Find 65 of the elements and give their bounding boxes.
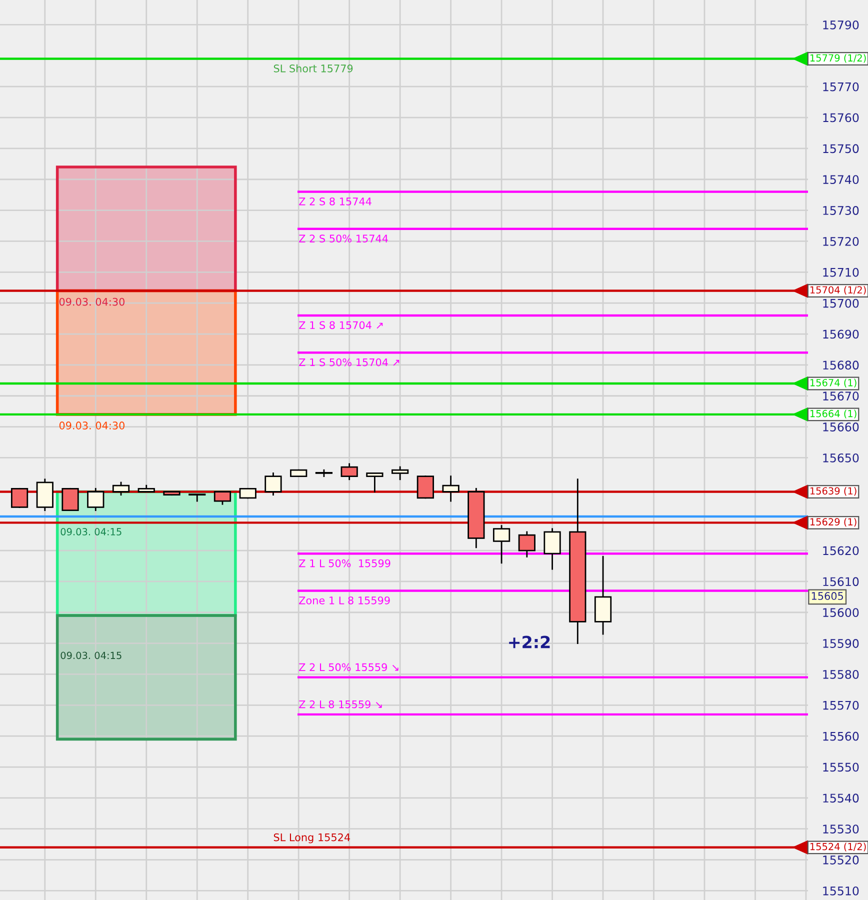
band-label: 09.03. 04:15 — [60, 652, 122, 660]
ref-line-label: Z 1 S 50% 15704 ↗ — [299, 358, 400, 366]
y-tick-label: 15660 — [823, 422, 859, 432]
y-tick-label: 15620 — [823, 546, 859, 556]
ref-line-label: 15524 (1/2) — [810, 842, 866, 852]
y-tick-label: 15770 — [823, 82, 859, 92]
y-tick-label: 15550 — [823, 762, 859, 772]
y-tick-label: 15680 — [823, 360, 859, 370]
candlestick — [518, 531, 536, 558]
ref-line-label: 15704 (1/2) — [810, 286, 866, 295]
y-tick-label: 15690 — [823, 330, 859, 339]
band-label: 09.03. 04:30 — [59, 422, 124, 430]
candlestick — [544, 528, 561, 570]
candlestick — [492, 525, 510, 564]
ref-line-label: 15674 (1) — [810, 378, 856, 388]
y-tick-label: 15540 — [823, 794, 859, 803]
y-tick-label: 15730 — [823, 206, 859, 215]
ref-line-label: Z 2 L 8 15559 ↘ — [299, 700, 382, 708]
y-tick-label: 15570 — [823, 700, 859, 710]
y-tick-label: 15600 — [823, 608, 859, 618]
ref-line-label: Z 1 L 50% 15599 — [299, 559, 390, 568]
y-tick-label: 15560 — [823, 732, 859, 741]
candlestick — [112, 482, 130, 496]
ref-line-label: 15639 (1) — [810, 487, 856, 496]
y-tick-label: 15670 — [823, 392, 859, 401]
y-tick-label: 15610 — [823, 577, 859, 586]
candlestick — [239, 488, 256, 499]
y-tick-label: 15590 — [823, 639, 859, 648]
ref-line-label: 15664 (1) — [810, 410, 856, 418]
candlestick — [264, 472, 282, 496]
y-tick-label: 15650 — [823, 453, 859, 462]
band-label: 09.03. 04:30 — [59, 298, 124, 306]
band-label: 09.03. 04:15 — [60, 528, 122, 536]
candlestick — [214, 491, 232, 505]
y-tick-label: 15790 — [823, 20, 859, 30]
y-tick-label: 15720 — [823, 236, 859, 246]
ref-line-label: 15629 (1) — [810, 518, 856, 527]
candlestick — [188, 494, 206, 502]
candlestick — [87, 488, 104, 512]
y-tick-label: 15520 — [823, 856, 859, 864]
annotation: SL Long 15524 — [274, 833, 350, 844]
y-tick-label: 15740 — [823, 175, 859, 184]
annotation: SL Short 15779 — [274, 64, 353, 72]
ref-line-label: 15779 (1/2) — [810, 54, 866, 63]
candlestick — [10, 488, 28, 508]
annotation: +2:2 — [509, 636, 550, 648]
ref-line-label: Z 2 L 50% 15559 ↘ — [299, 663, 398, 672]
y-tick-label: 15510 — [823, 886, 859, 896]
ref-line-label: Zone 1 L 8 15599 — [299, 596, 390, 604]
text: 15605 — [812, 592, 844, 600]
y-tick-label: 15530 — [823, 824, 859, 834]
candlestick — [340, 463, 358, 480]
candlestick — [416, 476, 434, 499]
y-tick-label: 15750 — [823, 144, 859, 154]
y-tick-label: 15760 — [823, 113, 859, 122]
ref-line-label: Z 2 S 8 15744 — [299, 197, 372, 206]
ref-line-label: Z 2 S 50% 15744 — [299, 234, 388, 242]
y-tick-label: 15700 — [823, 298, 859, 308]
candlestick — [392, 466, 409, 480]
y-tick-label: 15580 — [823, 670, 859, 679]
candlestick — [62, 488, 79, 512]
candlestick — [366, 472, 384, 492]
y-tick-label: 15710 — [823, 268, 859, 277]
ref-line-label: Z 1 S 8 15704 ↗ — [299, 321, 383, 330]
candlestick — [442, 476, 460, 502]
